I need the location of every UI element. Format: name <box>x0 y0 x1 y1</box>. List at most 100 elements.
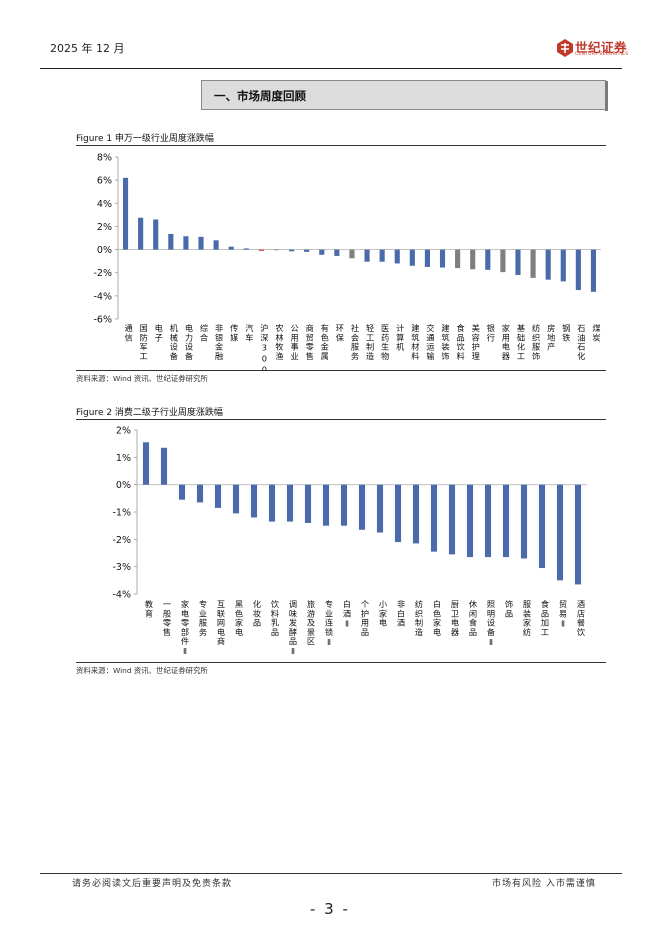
bar-厨卫电器 <box>448 484 456 555</box>
logo-text: 世纪证券 <box>575 40 628 55</box>
category-label: 美容护理 <box>471 323 481 361</box>
bar-汽车 <box>243 248 249 250</box>
y-tick-label: 4% <box>97 199 112 210</box>
figure1-source: 资料来源：Wind 资讯、世纪证券研究所 <box>76 374 208 383</box>
category-label: 非白酒 <box>396 599 406 627</box>
bar-沪深300 <box>258 249 264 251</box>
chart-sw-industry-weekly-change: 8% 6% 4% 2% 0% -2% -4% -6% 通信 国防军工 电子 机械设备 电力设备 综合 非银金… <box>94 153 602 371</box>
bar-白酒Ⅱ <box>340 484 348 526</box>
figure1-bottom-rule <box>76 370 606 371</box>
bar-专业连锁Ⅱ <box>322 484 330 526</box>
bar-非银金融 <box>213 240 219 250</box>
category-label: 小家电 <box>378 599 388 627</box>
bar-纺织制造 <box>412 484 420 544</box>
logo-emblem-icon <box>557 39 573 57</box>
y-tick-label: 0% <box>97 245 112 256</box>
y-tick-label: -2% <box>94 268 113 279</box>
y-tick-label: -2% <box>113 535 132 546</box>
category-label: 纺织制造 <box>414 599 424 637</box>
category-label: 酒店餐饮 <box>576 600 586 637</box>
bar-饮料乳品 <box>268 484 276 522</box>
bar-电力设备 <box>183 236 189 250</box>
bar-酒店餐饮 <box>574 484 582 585</box>
category-label: 黑色家电 <box>234 600 244 637</box>
category-label: 有色金属 <box>320 323 330 361</box>
bar-煤炭 <box>590 249 597 292</box>
category-label: 饰品 <box>504 599 514 618</box>
category-label: 银行 <box>486 323 496 342</box>
figure1-title: Figure 1 申万一级行业周度涨跌幅 <box>76 134 214 144</box>
bar-非白酒 <box>394 484 402 543</box>
bar-商贸零售 <box>304 249 310 252</box>
category-label: 煤炭 <box>591 323 601 342</box>
category-label: 基础化工 <box>516 323 526 361</box>
bar-专业服务 <box>196 484 204 503</box>
bar-饰品 <box>502 484 510 558</box>
bar-综合 <box>198 236 204 250</box>
category-label: 调味发酵品Ⅱ <box>288 600 298 657</box>
category-label: 电子 <box>154 323 164 342</box>
category-label: 家用电器 <box>501 323 511 361</box>
footer-risk-warning: 市场有风险 入市需谨慎 <box>492 879 596 889</box>
bar-银行 <box>485 249 491 270</box>
category-label: 石油石化 <box>576 324 586 361</box>
bar-公用事业 <box>289 249 295 252</box>
y-tick-label: 2% <box>116 426 131 437</box>
bar-传媒 <box>228 246 234 250</box>
category-label: 农林牧渔 <box>274 323 284 361</box>
bar-交通运输 <box>424 249 430 267</box>
bar-贸易Ⅱ <box>556 484 564 581</box>
figure1-top-rule <box>76 145 606 146</box>
company-logo: 世纪证券 CENTURY SECURITIES <box>556 36 628 62</box>
bar-社会服务 <box>349 249 355 259</box>
figure2-top-rule <box>76 419 606 420</box>
bar-基础化工 <box>515 249 521 276</box>
category-label: 社会服务 <box>350 323 360 361</box>
category-label: 建筑材料 <box>410 323 420 361</box>
bar-调味发酵品Ⅱ <box>286 484 294 522</box>
category-label: 房地产 <box>546 323 556 351</box>
bar-一般零售 <box>160 447 168 485</box>
y-tick-label: -1% <box>113 508 132 519</box>
category-label: 教育 <box>144 599 154 618</box>
bar-个护用品 <box>358 484 366 530</box>
y-tick-label: -4% <box>94 291 113 302</box>
y-tick-label: -3% <box>113 562 132 573</box>
category-label: 钢铁 <box>561 323 571 342</box>
category-label: 计算机 <box>395 323 405 351</box>
category-label: 照明设备Ⅱ <box>486 600 496 648</box>
footer-disclaimer: 请务必阅读文后重要声明及免责条款 <box>72 879 233 889</box>
bar-电子 <box>153 219 159 250</box>
category-label: 一般零售 <box>162 600 172 637</box>
bar-互联网电商 <box>214 484 222 508</box>
bar-纺织服饰 <box>530 249 536 278</box>
y-tick-label: 0% <box>116 480 131 491</box>
bar-通信 <box>122 177 129 250</box>
category-label: 建筑装饰 <box>441 323 451 361</box>
category-label: 厨卫电器 <box>450 600 460 637</box>
category-label: 通信 <box>124 323 134 342</box>
bar-国防军工 <box>138 217 144 250</box>
figure2-title: Figure 2 消费二级子行业周度涨跌幅 <box>76 408 223 418</box>
category-label: 沪深300 <box>259 323 269 370</box>
category-label: 休闲食品 <box>468 599 478 637</box>
category-label: 电力设备 <box>184 323 194 361</box>
header-divider <box>40 68 622 69</box>
section-heading-shadow <box>605 81 608 111</box>
category-label: 白酒Ⅱ <box>342 599 352 629</box>
y-tick-label: -6% <box>94 315 113 326</box>
y-tick-label: 1% <box>116 453 131 464</box>
category-label: 旅游及景区 <box>306 599 316 646</box>
bar-石油石化 <box>575 249 581 291</box>
category-label: 专业连锁Ⅱ <box>324 599 334 648</box>
category-label: 商贸零售 <box>305 323 315 361</box>
category-label: 传媒 <box>229 323 239 342</box>
bar-美容护理 <box>470 249 476 270</box>
category-label: 交通运输 <box>425 323 435 361</box>
category-label: 公用事业 <box>290 324 300 361</box>
bar-建筑装饰 <box>439 249 446 268</box>
logo-subtext: CENTURY SECURITIES <box>575 52 629 57</box>
category-label: 食品饮料 <box>456 323 466 361</box>
bar-教育 <box>142 442 150 485</box>
bar-照明设备Ⅱ <box>484 484 492 558</box>
